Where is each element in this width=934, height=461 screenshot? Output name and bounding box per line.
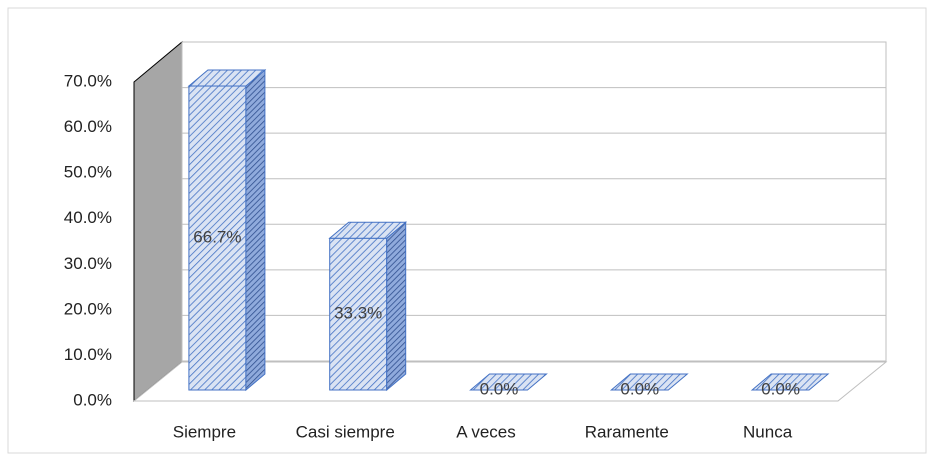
bar (750, 373, 830, 391)
bars (187, 68, 830, 392)
data-label: 0.0% (761, 379, 800, 398)
bar-top (187, 69, 267, 87)
side-wall (133, 40, 183, 403)
x-tick-label: Casi siempre (296, 422, 395, 441)
bar (469, 373, 548, 391)
y-tick-label: 0.0% (73, 390, 112, 409)
bar-side (386, 221, 407, 392)
data-label: 0.0% (620, 379, 659, 398)
y-tick-label: 60.0% (64, 117, 112, 136)
data-label: 66.7% (193, 228, 241, 247)
back-wall (181, 41, 887, 363)
y-tick-label: 10.0% (64, 345, 112, 364)
grid (182, 41, 886, 362)
bar-side (245, 68, 266, 392)
data-label: 33.3% (334, 304, 382, 323)
bar (609, 373, 689, 391)
bar-top (328, 221, 408, 239)
x-tick-label: A veces (456, 422, 516, 441)
x-tick-label: Raramente (585, 422, 669, 441)
bar-front (329, 237, 388, 391)
bar-top (750, 373, 830, 391)
y-tick-label: 30.0% (64, 254, 112, 273)
data-label: 0.0% (480, 379, 519, 398)
y-tick-label: 50.0% (64, 163, 112, 182)
y-tick-label: 40.0% (64, 208, 112, 227)
y-tick-label: 20.0% (64, 299, 112, 318)
y-tick-label: 70.0% (64, 71, 112, 90)
bar (187, 68, 267, 392)
x-tick-label: Siempre (173, 422, 236, 441)
bar (328, 221, 408, 392)
bar-top (609, 373, 689, 391)
bar-front (188, 85, 247, 391)
bar-top (469, 373, 548, 391)
x-tick-label: Nunca (743, 422, 793, 441)
